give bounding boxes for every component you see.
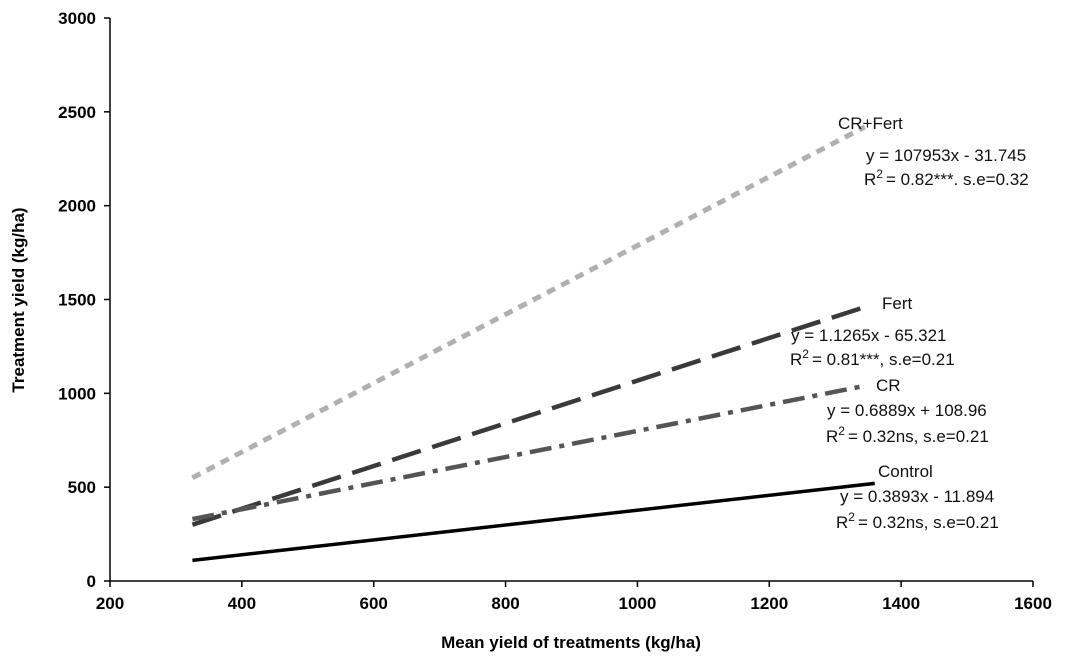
y-tick-label: 2500 bbox=[58, 103, 96, 122]
r2-superscript: 2 bbox=[802, 347, 809, 361]
x-tick-label: 400 bbox=[228, 594, 256, 613]
x-tick-label: 600 bbox=[360, 594, 388, 613]
series-line-cr-fert bbox=[191, 124, 867, 480]
x-tick-label: 1600 bbox=[1014, 594, 1052, 613]
r2-control: R2 = 0.32ns, s.e=0.21 bbox=[836, 510, 999, 532]
r2-value: = 0.32ns, s.e=0.21 bbox=[848, 427, 989, 446]
series-label-crfert: CR+Fert bbox=[838, 114, 903, 133]
y-tick-label: 3000 bbox=[58, 9, 96, 28]
r2-crfert: R2 = 0.82***. s.e=0.32 bbox=[864, 167, 1029, 189]
annotations: CR+Fert y = 107953x - 31.745 R2 = 0.82***… bbox=[790, 114, 1029, 532]
equation-fert: y = 1.1265x - 65.321 bbox=[791, 326, 946, 345]
series-line-control bbox=[192, 481, 875, 563]
series-line-fert bbox=[191, 304, 866, 527]
x-axis-title: Mean yield of treatments (kg/ha) bbox=[441, 633, 701, 652]
r2-letter: R bbox=[864, 170, 876, 189]
r2-value: = 0.82***. s.e=0.32 bbox=[886, 170, 1029, 189]
series-label-cr: CR bbox=[876, 376, 901, 395]
r2-superscript: 2 bbox=[876, 167, 883, 181]
x-tick-label: 800 bbox=[491, 594, 519, 613]
x-tick-label: 1400 bbox=[882, 594, 920, 613]
y-ticks: 0 500 1000 1500 2000 2500 3000 bbox=[58, 9, 110, 591]
y-tick-label: 0 bbox=[87, 572, 96, 591]
x-tick-label: 1200 bbox=[750, 594, 788, 613]
r2-cr: R2 = 0.32ns, s.e=0.21 bbox=[826, 424, 989, 446]
r2-superscript: 2 bbox=[838, 424, 845, 438]
equation-crfert: y = 107953x - 31.745 bbox=[866, 146, 1026, 165]
r2-letter: R bbox=[836, 513, 848, 532]
y-tick-label: 1500 bbox=[58, 291, 96, 310]
equation-cr: y = 0.6889x + 108.96 bbox=[827, 401, 987, 420]
r2-value: = 0.81***, s.e=0.21 bbox=[812, 350, 955, 369]
x-tick-label: 200 bbox=[96, 594, 124, 613]
series-lines bbox=[191, 124, 875, 563]
equation-control: y = 0.3893x - 11.894 bbox=[840, 487, 994, 506]
y-tick-label: 500 bbox=[68, 478, 96, 497]
x-ticks: 200 400 600 800 1000 1200 1400 1600 bbox=[96, 581, 1052, 613]
series-label-fert: Fert bbox=[882, 294, 913, 313]
r2-fert: R2 = 0.81***, s.e=0.21 bbox=[790, 347, 955, 369]
r2-letter: R bbox=[790, 350, 802, 369]
series-label-control: Control bbox=[878, 462, 933, 481]
x-tick-label: 1000 bbox=[619, 594, 657, 613]
r2-superscript: 2 bbox=[848, 510, 855, 524]
y-tick-label: 2000 bbox=[58, 197, 96, 216]
y-axis-title: Treatment yield (kg/ha) bbox=[9, 207, 28, 392]
y-tick-label: 1000 bbox=[58, 384, 96, 403]
r2-letter: R bbox=[826, 427, 838, 446]
series-line-cr bbox=[191, 383, 866, 522]
r2-value: = 0.32ns, s.e=0.21 bbox=[858, 513, 999, 532]
